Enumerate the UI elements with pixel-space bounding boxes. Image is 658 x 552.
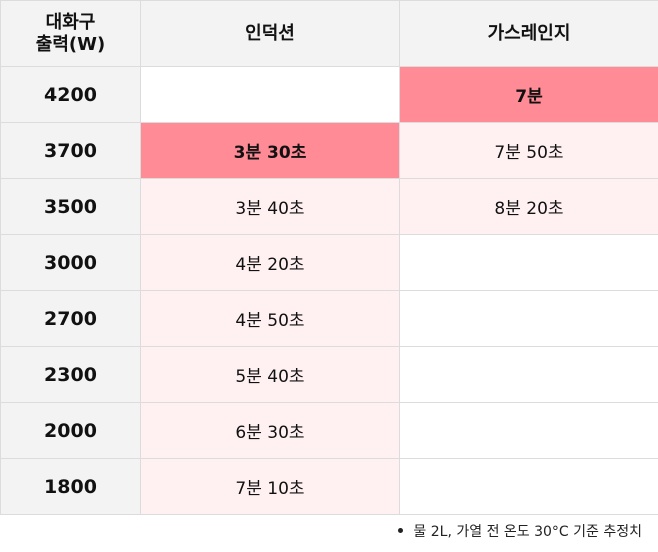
header-gas: 가스레인지 [399, 0, 658, 67]
gas-cell [399, 458, 658, 515]
header-power: 대화구 출력(W) [0, 0, 141, 67]
bullet-icon [398, 527, 404, 533]
header-power-line1: 대화구 [45, 11, 96, 33]
gas-cell [399, 346, 658, 403]
footnote: 물 2L, 가열 전 온도 30°C 기준 추정치 [398, 521, 642, 541]
induction-cell: 5분 40초 [140, 346, 400, 403]
gas-cell: 8분 20초 [399, 178, 658, 235]
induction-cell [140, 66, 400, 123]
induction-cell: 7분 10초 [140, 458, 400, 515]
table-row: 3500 3분 40초 8분 20초 [0, 178, 658, 235]
gas-cell: 7분 [399, 66, 658, 123]
power-cell: 2300 [0, 346, 141, 403]
induction-cell: 6분 30초 [140, 402, 400, 459]
power-cell: 4200 [0, 66, 141, 123]
table-row: 1800 7분 10초 [0, 458, 658, 515]
induction-cell: 3분 40초 [140, 178, 400, 235]
induction-cell: 4분 50초 [140, 290, 400, 347]
footnote-text: 물 2L, 가열 전 온도 30°C 기준 추정치 [413, 524, 642, 540]
heating-time-table: 대화구 출력(W) 인덕션 가스레인지 4200 7분 3700 3분 30초 … [0, 0, 658, 515]
table-row: 2700 4분 50초 [0, 290, 658, 347]
induction-cell: 3분 30초 [140, 122, 400, 179]
gas-cell: 7분 50초 [399, 122, 658, 179]
power-cell: 3000 [0, 234, 141, 291]
power-cell: 3700 [0, 122, 141, 179]
table-row: 3700 3분 30초 7분 50초 [0, 122, 658, 179]
gas-cell [399, 402, 658, 459]
induction-cell: 4분 20초 [140, 234, 400, 291]
table-row: 2000 6분 30초 [0, 402, 658, 459]
power-cell: 2700 [0, 290, 141, 347]
power-cell: 1800 [0, 458, 141, 515]
power-cell: 2000 [0, 402, 141, 459]
table-row: 2300 5분 40초 [0, 346, 658, 403]
table-row: 4200 7분 [0, 66, 658, 123]
header-induction: 인덕션 [140, 0, 400, 67]
header-power-line2: 출력(W) [35, 33, 106, 55]
header-row: 대화구 출력(W) 인덕션 가스레인지 [0, 0, 658, 67]
power-cell: 3500 [0, 178, 141, 235]
gas-cell [399, 290, 658, 347]
gas-cell [399, 234, 658, 291]
table-row: 3000 4분 20초 [0, 234, 658, 291]
